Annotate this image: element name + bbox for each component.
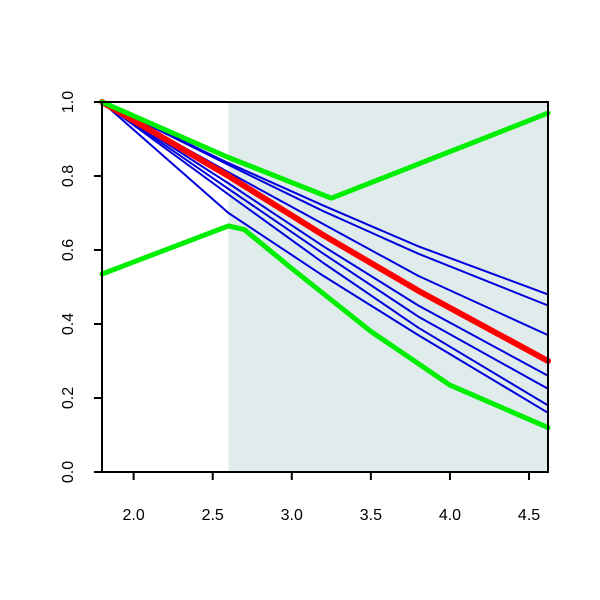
thin-series-line-1 bbox=[101, 101, 549, 296]
y-tick-label: 1.0 bbox=[60, 91, 77, 113]
envelope-series-line-2 bbox=[99, 223, 551, 431]
x-tick-label: 3.5 bbox=[360, 507, 382, 524]
y-tick-label: 0.6 bbox=[60, 239, 77, 261]
thin-series-line-2 bbox=[101, 101, 549, 307]
thin-series-line-7 bbox=[101, 101, 549, 414]
series-layer bbox=[99, 99, 551, 431]
central-series-line-1 bbox=[99, 99, 551, 364]
envelope-series-line-1 bbox=[99, 99, 551, 201]
y-axis: 0.0 0.2 0.4 0.6 0.8 1.0 bbox=[60, 91, 102, 483]
x-tick-label: 2.5 bbox=[202, 507, 224, 524]
plot-frame bbox=[101, 101, 549, 473]
y-tick-label: 0.0 bbox=[60, 461, 77, 483]
x-axis: 2.0 2.5 3.0 3.5 4.0 4.5 bbox=[123, 472, 540, 524]
y-tick-label: 0.2 bbox=[60, 387, 77, 409]
x-tick-label: 3.0 bbox=[281, 507, 303, 524]
x-tick-label: 4.0 bbox=[439, 507, 461, 524]
y-tick-label: 0.8 bbox=[60, 165, 77, 187]
y-tick-label: 0.4 bbox=[60, 313, 77, 335]
thin-series-line-6 bbox=[101, 101, 549, 407]
x-tick-label: 4.5 bbox=[518, 507, 540, 524]
thin-series-line-4 bbox=[101, 101, 549, 377]
thin-series-line-5 bbox=[101, 101, 549, 390]
x-tick-label: 2.0 bbox=[123, 507, 145, 524]
